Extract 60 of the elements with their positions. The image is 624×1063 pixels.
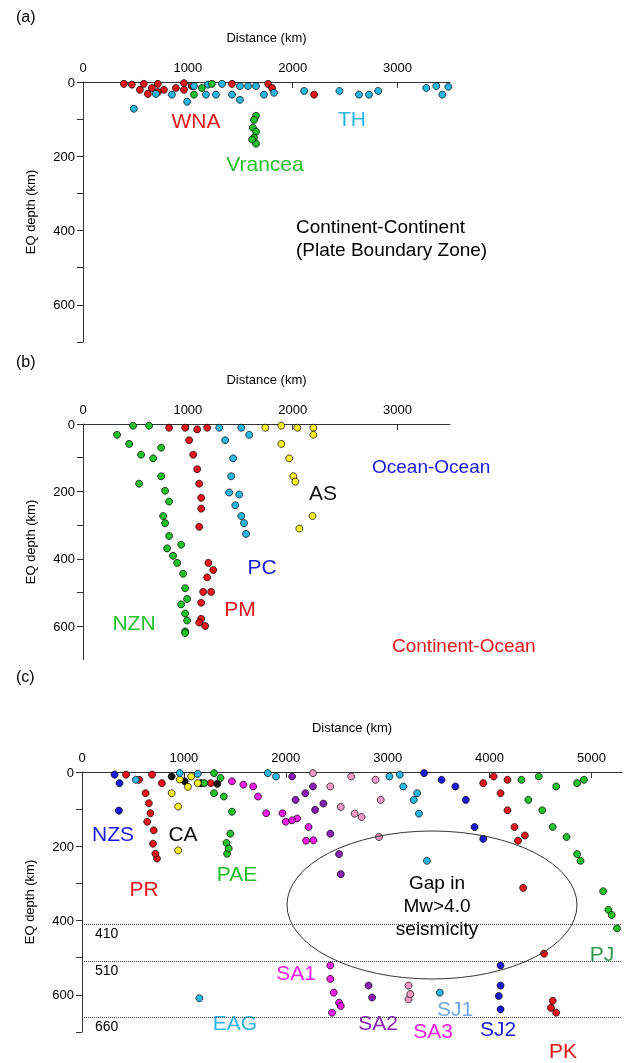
- x-tick-label: 0: [78, 750, 86, 765]
- chart-title: (c): [16, 667, 35, 685]
- y-tick-label: 400: [53, 223, 75, 239]
- y-tick-label: 200: [53, 483, 75, 499]
- x-tick-label: 0: [79, 60, 87, 75]
- series-label: SA3: [413, 1018, 453, 1042]
- annotation: Gap in Mw>4.0 seismicity: [395, 871, 479, 939]
- x-tick-label: 1000: [173, 60, 203, 75]
- y-tick-label: 600: [52, 987, 74, 1003]
- x-tick-label: 2000: [278, 60, 308, 75]
- series-label: TH: [338, 106, 366, 130]
- annotation: Ocean-Ocean: [372, 456, 491, 477]
- ref-line-label: 410: [95, 925, 119, 942]
- series-label: PM: [224, 596, 256, 620]
- series-label: AS: [308, 480, 338, 504]
- y-tick-label: 0: [67, 74, 75, 90]
- series-label: SJ2: [479, 1016, 517, 1040]
- series-label: SJ1: [436, 996, 474, 1020]
- y-tick-label: 0: [66, 764, 74, 780]
- x-axis-title: Distance (km): [311, 720, 393, 735]
- x-tick-label: 3000: [383, 60, 413, 75]
- y-tick-label: 400: [52, 913, 74, 929]
- x-tick-label: 5000: [576, 750, 606, 765]
- y-axis-title: EQ depth (km): [22, 859, 37, 945]
- series-label: PC: [247, 554, 277, 578]
- x-axis-title: Distance (km): [226, 372, 307, 387]
- series-label: WNA: [171, 108, 221, 132]
- series-label: SA1: [276, 960, 316, 984]
- x-tick-label: 0: [79, 402, 87, 417]
- chart-title: (a): [16, 7, 36, 25]
- series-label: PR: [129, 876, 159, 900]
- x-axis-title: Distance (km): [226, 30, 307, 45]
- x-tick-label: 2000: [271, 750, 301, 765]
- y-tick-label: 600: [53, 297, 75, 313]
- x-tick-label: 3000: [373, 750, 403, 765]
- series-label: PK: [548, 1038, 578, 1062]
- x-tick-label: 3000: [383, 402, 413, 417]
- y-axis-title: EQ depth (km): [23, 499, 38, 585]
- annotation: Continent-Ocean: [392, 635, 536, 656]
- x-tick-label: 4000: [475, 750, 505, 765]
- annotation: Continent-Continent (Plate Boundary Zone): [296, 216, 488, 260]
- x-tick-label: 1000: [173, 402, 203, 417]
- y-tick-label: 400: [53, 551, 75, 567]
- y-tick-label: 600: [53, 618, 75, 634]
- series-label: NZS: [92, 821, 134, 845]
- y-tick-label: 200: [52, 838, 74, 854]
- series-label: NZN: [112, 610, 156, 634]
- series-label: Vrancea: [226, 151, 305, 175]
- y-axis-title: EQ depth (km): [23, 169, 38, 255]
- series-label: PJ: [589, 941, 615, 965]
- x-tick-label: 1000: [169, 750, 199, 765]
- x-tick-label: 2000: [278, 402, 308, 417]
- series-label: PAE: [216, 861, 258, 885]
- y-tick-label: 200: [53, 148, 75, 164]
- series-label: EAG: [212, 1010, 258, 1034]
- ref-line-label: 510: [95, 962, 119, 979]
- chart-title: (b): [16, 352, 36, 370]
- y-tick-label: 0: [67, 416, 75, 432]
- ref-line-label: 660: [95, 1018, 119, 1035]
- series-label: CA: [168, 821, 198, 845]
